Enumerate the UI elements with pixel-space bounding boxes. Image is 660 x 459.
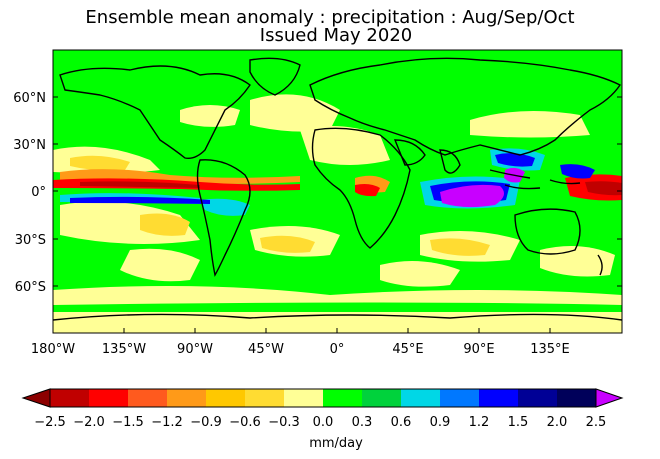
colorbar-tick-label: 0.6 [391,415,412,430]
colorbar-segment [50,389,90,407]
colorbar-segment [479,389,519,407]
colorbar-segment [245,389,285,407]
map-title-line1: Ensemble mean anomaly : precipitation : … [85,7,575,28]
map-title-line2: Issued May 2020 [259,25,413,46]
colorbar-segment [362,389,402,407]
colorbar-tick-label: 0.0 [313,415,334,430]
dry-moderate-zones [70,155,490,256]
lon-label: 45°E [392,342,423,357]
colorbar-ticks: −2.5 −2.0 −1.5 −1.2 −0.9 −0.6 −0.3 0.0 0.3 0.6 0.9… [34,415,606,430]
lon-label: 135°E [530,342,570,357]
colorbar-tick-label: −1.5 [112,415,144,430]
colorbar-segment [401,389,441,407]
colorbar-tick-label: 2.0 [547,415,568,430]
field-background [53,50,622,333]
colorbar-unit-label: mm/day [309,436,363,451]
dry-weak-zones [53,94,622,333]
colorbar-tick-label: 2.5 [586,415,607,430]
colorbar-over-arrow [595,388,624,408]
lat-label: 60°N [13,91,46,106]
colorbar-tick-label: 1.2 [469,415,490,430]
lat-label: 30°S [15,233,46,248]
lat-ticks [53,96,622,287]
colorbar-tick-label: 0.3 [352,415,373,430]
colorbar-segment [440,389,480,407]
colorbar-tick-label: −1.2 [151,415,183,430]
colorbar-segment [206,389,246,407]
colorbar-under-arrow [21,388,51,408]
coastlines [53,57,622,321]
colorbar-segment [518,389,558,407]
colorbar-tick-label: −2.5 [34,415,66,430]
colorbar-segment [89,389,129,407]
lon-label: 90°E [463,342,494,357]
colorbar-tick-label: −0.6 [229,415,261,430]
lon-ticks [52,328,551,333]
colorbar-segment [284,389,324,407]
lon-label: 135°W [102,342,146,357]
colorbar-tick-label: 0.9 [430,415,451,430]
colorbar-frame [49,388,597,408]
colorbar-tick-label: −2.0 [73,415,105,430]
colorbar-tick-label: −0.3 [268,415,300,430]
colorbar-tick-label: 1.5 [508,415,529,430]
lon-label: 90°W [177,342,213,357]
lat-label: 0° [31,185,46,200]
lon-label: 180°W [31,342,75,357]
colorbar-tick-label: −0.9 [190,415,222,430]
colorbar-segment [557,389,597,407]
lat-labels: 60°N 30°N 0° 30°S 60°S [13,91,46,295]
colorbar-segment [323,389,363,407]
colorbar-segment [128,389,168,407]
anomaly-field [53,50,622,333]
lat-label: 60°S [15,280,46,295]
dry-core-pacific [80,181,622,196]
lon-label: 45°W [248,342,284,357]
colorbar-segments [50,389,597,407]
lat-label: 30°N [13,138,46,153]
lon-labels: 180°W 135°W 90°W 45°W 0° 45°E 90°E 135°E [31,342,570,357]
colorbar: −2.5 −2.0 −1.5 −1.2 −0.9 −0.6 −0.3 0.0 0.3 0.6 0.9… [21,388,624,451]
lon-label: 0° [330,342,345,357]
colorbar-segment [167,389,207,407]
